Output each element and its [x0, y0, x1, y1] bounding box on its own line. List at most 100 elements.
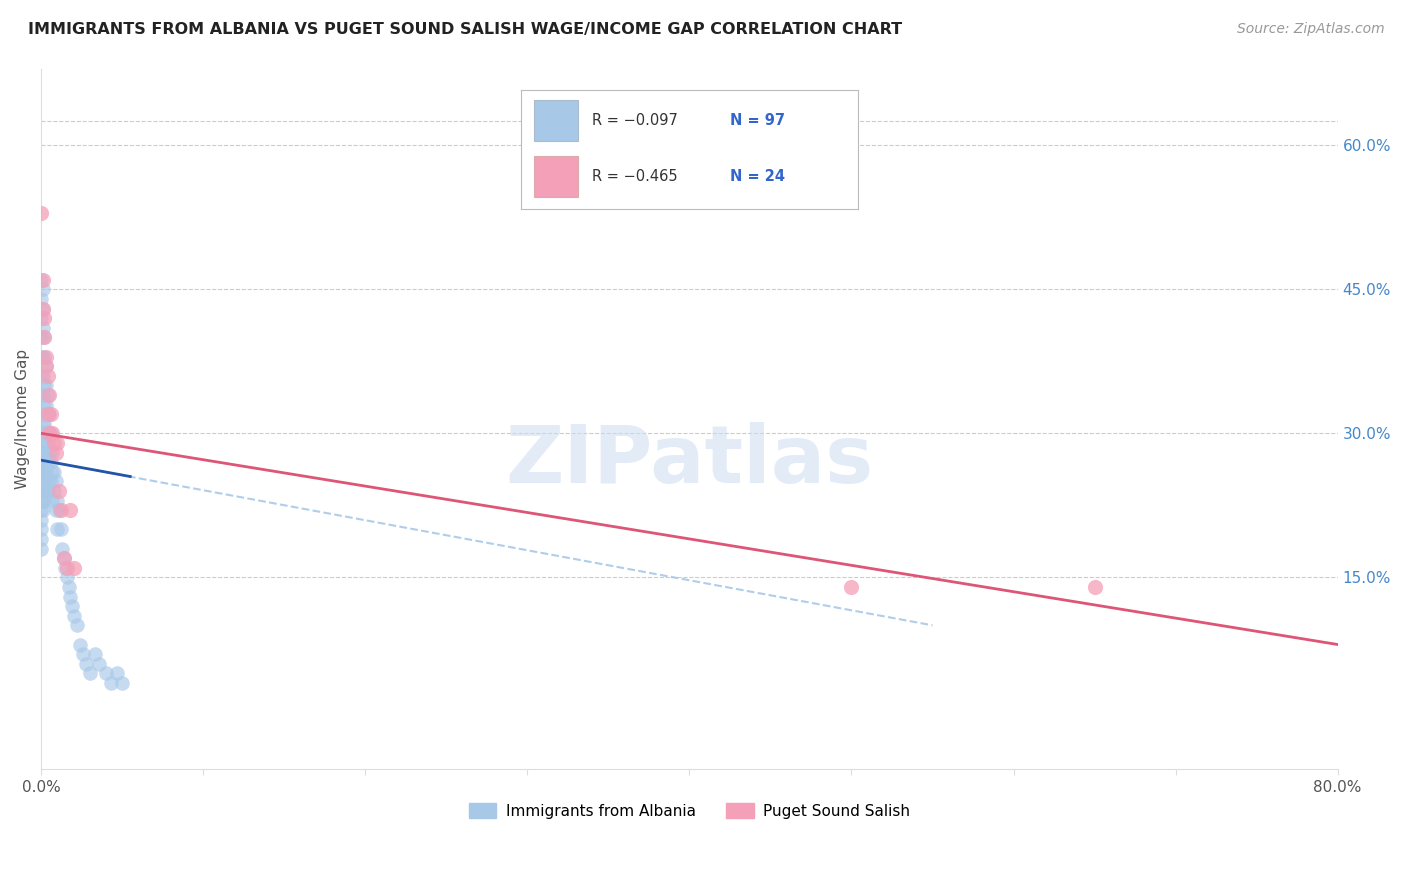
Point	[31, 273, 53, 287]
Point	[31, 301, 53, 316]
Point	[83, 647, 105, 661]
Point	[56, 560, 79, 574]
Point	[42, 436, 65, 450]
Point	[34, 397, 56, 411]
Point	[31, 407, 53, 421]
Point	[66, 618, 89, 632]
Point	[38, 426, 60, 441]
Point	[105, 666, 128, 681]
Point	[35, 359, 58, 373]
Point	[30, 541, 52, 556]
Point	[35, 465, 58, 479]
Point	[72, 647, 94, 661]
Point	[31, 483, 53, 498]
Point	[31, 493, 53, 508]
Point	[30, 445, 52, 459]
Point	[49, 522, 72, 536]
Point	[34, 378, 56, 392]
Point	[34, 350, 56, 364]
Point	[100, 676, 122, 690]
Point	[31, 426, 53, 441]
Point	[30, 493, 52, 508]
Point	[37, 436, 59, 450]
Point	[59, 503, 82, 517]
Point	[35, 455, 58, 469]
Point	[30, 426, 52, 441]
Point	[30, 350, 52, 364]
Point	[35, 426, 58, 441]
Point	[94, 666, 117, 681]
Point	[46, 522, 69, 536]
Point	[48, 503, 70, 517]
Point	[31, 455, 53, 469]
Point	[31, 465, 53, 479]
Point	[34, 475, 56, 489]
Point	[39, 475, 62, 489]
Point	[58, 580, 80, 594]
Point	[37, 388, 59, 402]
Point	[31, 445, 53, 459]
Point	[30, 273, 52, 287]
Point	[31, 475, 53, 489]
Point	[38, 445, 60, 459]
Point	[38, 475, 60, 489]
Point	[30, 292, 52, 306]
Point	[30, 475, 52, 489]
Point	[89, 657, 111, 671]
Point	[34, 436, 56, 450]
Point	[35, 397, 58, 411]
Point	[55, 560, 77, 574]
Point	[37, 368, 59, 383]
Point	[37, 407, 59, 421]
Point	[35, 359, 58, 373]
Point	[69, 638, 91, 652]
Point	[31, 388, 53, 402]
Point	[30, 532, 52, 546]
Point	[31, 282, 53, 296]
Point	[30, 407, 52, 421]
Text: ZIPatlas: ZIPatlas	[505, 422, 873, 500]
Point	[39, 407, 62, 421]
Point	[111, 676, 134, 690]
Point	[76, 657, 98, 671]
Point	[30, 311, 52, 326]
Point	[30, 455, 52, 469]
Point	[62, 560, 84, 574]
Point	[62, 608, 84, 623]
Point	[59, 590, 82, 604]
Point	[34, 493, 56, 508]
Text: IMMIGRANTS FROM ALBANIA VS PUGET SOUND SALISH WAGE/INCOME GAP CORRELATION CHART: IMMIGRANTS FROM ALBANIA VS PUGET SOUND S…	[28, 22, 903, 37]
Point	[31, 301, 53, 316]
Point	[46, 436, 69, 450]
Point	[30, 330, 52, 344]
Point	[38, 388, 60, 402]
Point	[34, 417, 56, 431]
Y-axis label: Wage/Income Gap: Wage/Income Gap	[15, 349, 30, 489]
Point	[34, 311, 56, 326]
Point	[41, 465, 63, 479]
Point	[31, 368, 53, 383]
Point	[42, 483, 65, 498]
Point	[841, 580, 863, 594]
Point	[38, 407, 60, 421]
Point	[37, 455, 59, 469]
Point	[30, 513, 52, 527]
Point	[34, 436, 56, 450]
Point	[30, 522, 52, 536]
Legend: Immigrants from Albania, Puget Sound Salish: Immigrants from Albania, Puget Sound Sal…	[463, 797, 915, 825]
Point	[45, 503, 67, 517]
Point	[34, 330, 56, 344]
Point	[34, 455, 56, 469]
Point	[35, 378, 58, 392]
Point	[39, 426, 62, 441]
Point	[1083, 580, 1105, 594]
Point	[31, 417, 53, 431]
Point	[45, 475, 67, 489]
Point	[45, 445, 67, 459]
Point	[30, 483, 52, 498]
Point	[79, 666, 101, 681]
Point	[31, 503, 53, 517]
Point	[30, 368, 52, 383]
Text: Source: ZipAtlas.com: Source: ZipAtlas.com	[1237, 22, 1385, 37]
Point	[56, 570, 79, 584]
